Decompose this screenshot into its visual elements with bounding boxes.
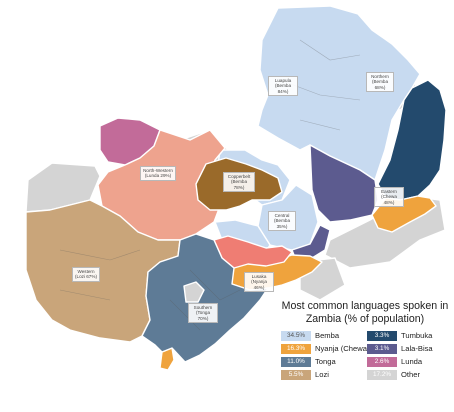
legend-label: Lunda [401, 357, 423, 366]
legend-item-lunda: 2.6% Lunda [367, 356, 422, 367]
province-label-lusaka: Lusaka (Nyanja 46%) [244, 272, 274, 293]
legend-swatch: 3.1% [367, 343, 397, 354]
legend-swatch: 34.5% [281, 330, 311, 341]
province-label-central: Central (Bemba 35%) [268, 211, 296, 232]
legend-title: Most common languages spoken in Zambia (… [281, 300, 449, 325]
legend-item-lozi: 5.5% Lozi [281, 369, 329, 380]
legend-swatch: 16.3% [281, 343, 311, 354]
province-label-luapula: Luapula (Bemba 84%) [268, 76, 298, 97]
legend-label: Bemba [315, 331, 340, 340]
province-label-southern: Southern (Tonga 70%) [188, 303, 218, 324]
legend-label: Other [401, 370, 420, 379]
legend-label: Tumbuka [401, 331, 433, 340]
region-tonga-southern [141, 233, 269, 363]
legend-swatch: 11.0% [281, 356, 311, 367]
region-grey-patch-southern [183, 281, 205, 303]
legend-item-tonga: 11.0% Tonga [281, 356, 336, 367]
legend-label: Lozi [315, 370, 329, 379]
legend-swatch: 17.2% [367, 369, 397, 380]
legend-item-nyanja: 16.3% Nyanja (Chewa) [281, 343, 369, 354]
province-label-western: Western (Lozi 67%) [72, 267, 100, 282]
province-label-north-western: North-Western (Lunda 29%) [140, 166, 176, 181]
legend-swatch: 5.5% [281, 369, 311, 380]
legend-label: Nyanja (Chewa) [315, 344, 370, 353]
legend-label: Lala-Bisa [401, 344, 433, 353]
legend-swatch: 3.3% [367, 330, 397, 341]
province-label-eastern: Eastern (Chewa 48%) [374, 187, 404, 208]
legend-label: Tonga [315, 357, 336, 366]
legend-item-other: 17.2% Other [367, 369, 420, 380]
legend-item-bemba: 34.5% Bemba [281, 330, 339, 341]
legend-swatch: 2.6% [367, 356, 397, 367]
legend-item-tumbuka: 3.3% Tumbuka [367, 330, 432, 341]
province-label-northern: Northern (Bemba 68%) [366, 72, 394, 93]
province-label-copperbelt: Copperbelt (Bemba 78%) [223, 172, 255, 193]
legend-item-lala-bisa: 3.1% Lala-Bisa [367, 343, 433, 354]
